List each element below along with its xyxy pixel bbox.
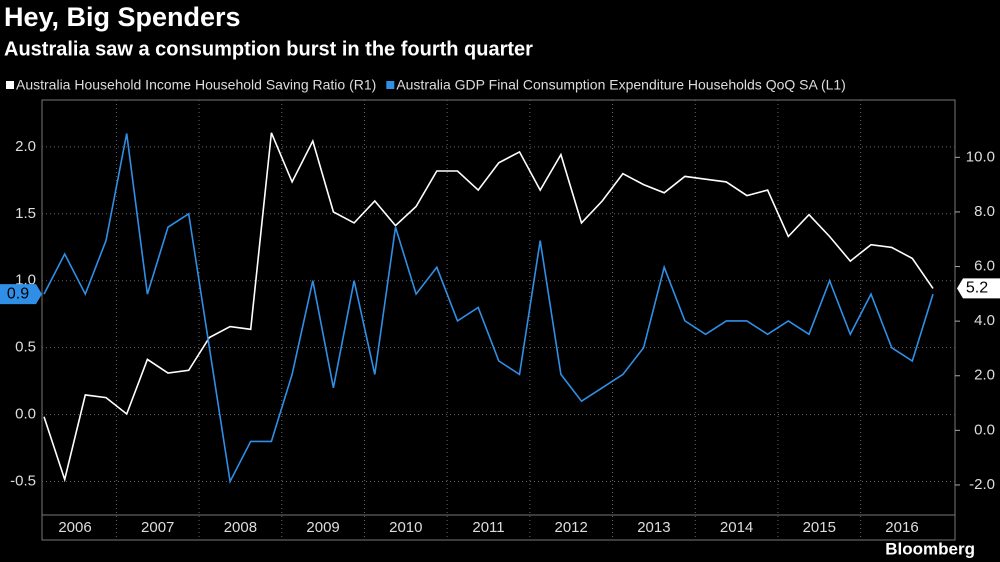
y2-tick-label: 4.0 <box>974 312 995 329</box>
legend-label: Australia GDP Final Consumption Expendit… <box>396 77 846 93</box>
y-tick-label: 0.5 <box>15 339 36 356</box>
legend-swatch <box>386 81 395 89</box>
y2-tick-label: 10.0 <box>966 148 995 165</box>
x-tick-label: 2016 <box>885 519 918 536</box>
x-tick-label: 2009 <box>306 519 339 536</box>
legend-swatch <box>6 81 14 89</box>
y2-tick-label: 2.0 <box>974 367 995 384</box>
y-tick-label: -0.5 <box>10 473 36 490</box>
y2-tick-label: 0.0 <box>974 421 995 438</box>
y2-tick-label: 8.0 <box>974 203 995 220</box>
x-tick-label: 2014 <box>720 519 753 536</box>
y-tick-label: 2.0 <box>15 138 36 155</box>
x-tick-label: 2008 <box>224 519 257 536</box>
chart-subtitle: Australia saw a consumption burst in the… <box>4 38 533 60</box>
y-tick-label: 1.5 <box>15 205 36 222</box>
x-tick-label: 2010 <box>389 519 422 536</box>
x-tick-label: 2012 <box>555 519 588 536</box>
legend-label: Australia Household Income Household Sav… <box>16 77 376 93</box>
source: Bloomberg <box>885 539 975 558</box>
x-tick-label: 2013 <box>637 519 670 536</box>
x-tick-label: 2007 <box>141 519 174 536</box>
y-tick-label: 0.0 <box>15 406 36 423</box>
last-value-callout <box>957 278 1000 299</box>
series-line <box>43 132 934 483</box>
plot-frame <box>41 99 956 541</box>
last-value-label: 5.2 <box>966 280 988 297</box>
chart-title: Hey, Big Spenders <box>4 2 241 32</box>
y2-tick-label: -2.0 <box>969 476 995 493</box>
last-value-callout <box>0 284 42 305</box>
y2-tick-label: 6.0 <box>974 258 995 275</box>
x-tick-label: 2011 <box>472 519 504 536</box>
last-value-label: 0.9 <box>7 285 29 302</box>
x-tick-label: 2006 <box>58 519 91 536</box>
x-tick-label: 2015 <box>803 519 836 536</box>
series-line <box>43 133 934 485</box>
